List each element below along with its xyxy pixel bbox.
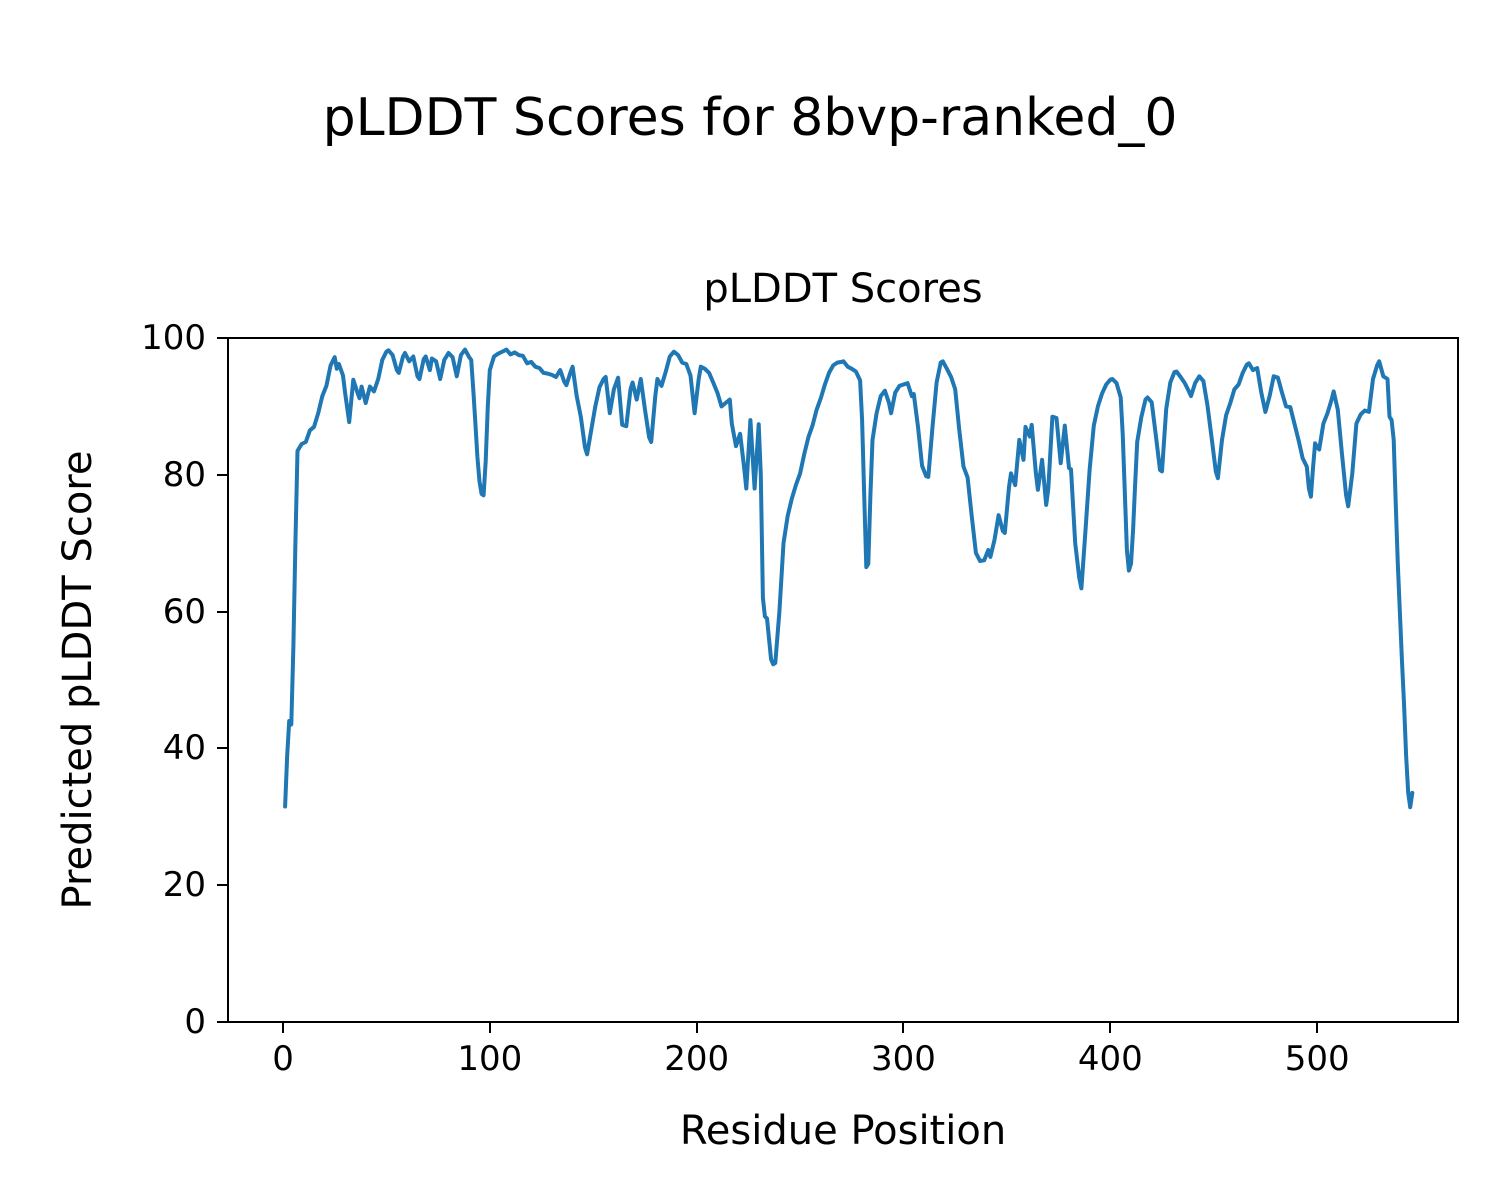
x-axis-label: Residue Position: [679, 1108, 1007, 1154]
x-tick-mark: [488, 1023, 491, 1033]
x-tick-mark: [902, 1023, 905, 1033]
x-tick-mark: [1316, 1023, 1319, 1033]
x-tick-label: 100: [457, 1039, 523, 1079]
y-tick-label: 80: [162, 454, 206, 495]
x-tick-label: 500: [1284, 1039, 1350, 1079]
y-tick-mark: [217, 337, 227, 339]
y-tick-mark: [217, 610, 227, 613]
y-tick-label: 0: [184, 1002, 206, 1042]
x-tick-label: 300: [871, 1039, 936, 1079]
y-tick-mark: [217, 473, 227, 476]
plddt-line-series: [283, 347, 1415, 810]
y-tick-label: 20: [162, 865, 206, 906]
y-tick-mark: [217, 747, 227, 750]
y-tick-label: 60: [162, 591, 206, 632]
x-tick-label: 0: [272, 1039, 294, 1079]
y-axis-label: Predicted pLDDT Score: [55, 450, 101, 910]
x-tick-mark: [695, 1023, 698, 1033]
y-tick-mark: [217, 884, 227, 887]
x-tick-label: 400: [1077, 1039, 1143, 1079]
axes-title: pLDDT Scores: [703, 266, 983, 312]
y-tick-label: 100: [141, 318, 206, 358]
y-tick-label: 40: [162, 728, 206, 769]
x-tick-label: 200: [664, 1039, 730, 1079]
y-tick-mark: [217, 1021, 227, 1023]
axes-frame: [227, 337, 1459, 1023]
x-tick-mark: [282, 1023, 285, 1033]
x-tick-mark: [1109, 1023, 1112, 1033]
figure-suptitle: pLDDT Scores for 8bvp-ranked_0: [322, 88, 1178, 148]
